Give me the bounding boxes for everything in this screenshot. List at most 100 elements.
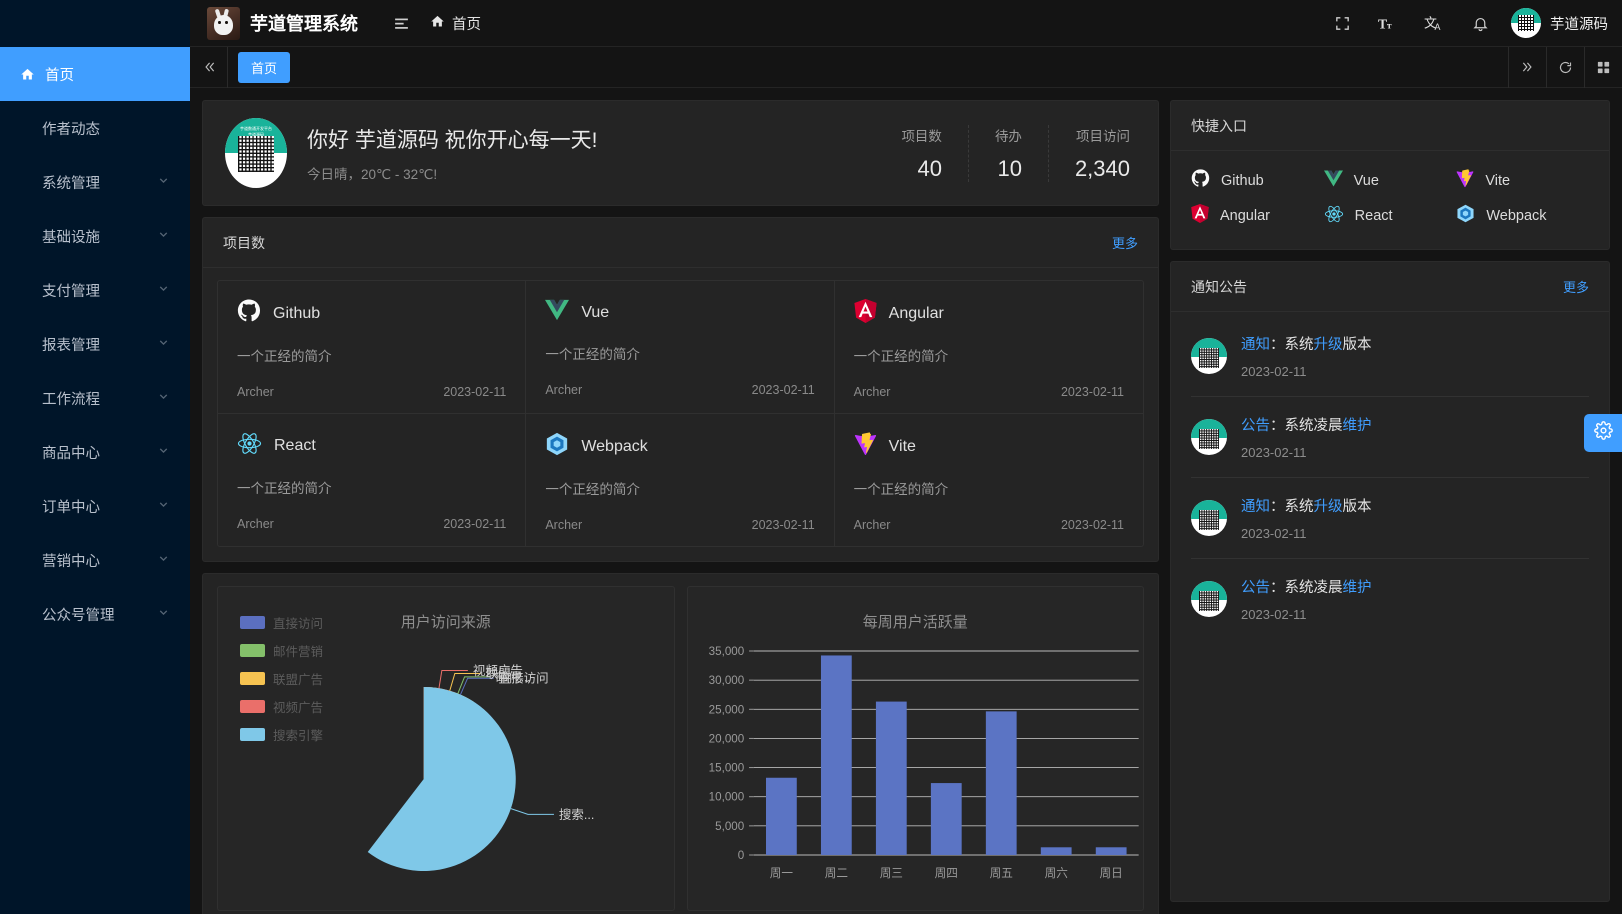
tabs-scroll-left-button[interactable] <box>190 46 228 88</box>
project-date: 2023-02-11 <box>751 518 815 532</box>
notice-item[interactable]: 通知：系统升级版本 2023-02-11 <box>1191 316 1589 397</box>
project-date: 2023-02-11 <box>1060 385 1124 399</box>
project-card[interactable]: Webpack 一个正经的简介 Archer 2023-02-11 <box>526 414 835 546</box>
sidebar-item-infra[interactable]: 基础设施 <box>0 209 190 263</box>
brand[interactable]: 芋道管理系统 <box>190 6 380 40</box>
notice-item[interactable]: 通知：系统升级版本 2023-02-11 <box>1191 478 1589 559</box>
project-date: 2023-02-11 <box>443 385 507 399</box>
project-card[interactable]: Github 一个正经的简介 Archer 2023-02-11 <box>218 281 527 414</box>
pie-leader-line <box>510 808 554 815</box>
chevron-down-icon <box>157 174 170 191</box>
shortcut-label: Webpack <box>1486 207 1547 224</box>
project-desc: 一个正经的简介 <box>853 482 949 497</box>
shortcut-github[interactable]: Github <box>1191 169 1324 192</box>
bar[interactable] <box>875 701 907 855</box>
shortcut-webpack[interactable]: Webpack <box>1456 204 1589 227</box>
projects-title: 项目数 <box>223 234 265 251</box>
sidebar-item-mp[interactable]: 公众号管理 <box>0 587 190 641</box>
chevron-down-icon <box>157 282 170 299</box>
hamburger-menu-icon[interactable] <box>380 0 422 47</box>
chevron-down-icon <box>157 498 170 515</box>
sidebar-item-pay[interactable]: 支付管理 <box>0 263 190 317</box>
legend-swatch <box>240 700 265 713</box>
sidebar-item-workflow[interactable]: 工作流程 <box>0 371 190 425</box>
sidebar-item-order[interactable]: 订单中心 <box>0 479 190 533</box>
content-left-column: 芋道数通开发平台芋道源码公众号 你好 芋道源码 祝你开心每一天! 今日晴，20℃… <box>202 100 1159 914</box>
bar[interactable] <box>765 777 797 855</box>
pie-leader-line <box>457 676 491 694</box>
bar[interactable] <box>820 655 852 855</box>
bar-chart-canvas: 0 5,000 10,000 15,000 20,000 25,000 30,000 35,0… <box>708 644 1139 880</box>
shortcut-vue[interactable]: Vue <box>1323 169 1457 192</box>
bell-icon[interactable] <box>1457 0 1503 47</box>
pie-slice-label: 邮件... <box>496 670 531 684</box>
bar[interactable] <box>1040 847 1072 855</box>
shortcut-react[interactable]: React <box>1324 204 1457 227</box>
notice-date: 2023-02-11 <box>1241 607 1307 622</box>
sidebar-item-marketing[interactable]: 营销中心 <box>0 533 190 587</box>
notice-avatar <box>1191 581 1227 617</box>
refresh-icon[interactable] <box>1546 46 1584 88</box>
webpack-icon <box>545 432 569 461</box>
stat-label: 项目数 <box>901 128 942 144</box>
chevron-down-icon <box>157 228 170 245</box>
sidebar-item-report[interactable]: 报表管理 <box>0 317 190 371</box>
pie-leader-line <box>438 670 468 689</box>
breadcrumb-label: 首页 <box>452 16 481 33</box>
bar[interactable] <box>985 711 1017 855</box>
legend-item[interactable]: 搜索引擎 <box>240 725 323 744</box>
sidebar-item-product[interactable]: 商品中心 <box>0 425 190 479</box>
gear-icon <box>1593 421 1613 445</box>
sidebar-item-label: 商品中心 <box>42 445 100 462</box>
bar[interactable] <box>930 783 962 855</box>
breadcrumb[interactable]: 首页 <box>430 13 481 34</box>
shortcut-angular[interactable]: Angular <box>1191 204 1324 227</box>
project-name: Vite <box>888 437 916 455</box>
tabs-scroll-right-button[interactable] <box>1508 46 1546 88</box>
notice-item[interactable]: 公告：系统凌晨维护 2023-02-11 <box>1191 397 1589 478</box>
stat-value: 2,340 <box>1074 155 1130 181</box>
y-axis-tick-label: 35,000 <box>708 644 744 658</box>
project-card[interactable]: Vue 一个正经的简介 Archer 2023-02-11 <box>526 281 835 414</box>
tab-home[interactable]: 首页 <box>238 51 291 83</box>
legend-item[interactable]: 直接访问 <box>240 613 323 632</box>
notice-item[interactable]: 公告：系统凌晨维护 2023-02-11 <box>1191 559 1589 639</box>
user-menu[interactable]: 芋道源码 <box>1503 8 1608 38</box>
y-axis-tick-label: 0 <box>737 848 744 862</box>
project-card[interactable]: Vite 一个正经的简介 Archer 2023-02-11 <box>835 414 1143 546</box>
y-axis-tick-label: 5,000 <box>715 819 744 833</box>
pie-leader-line <box>459 677 494 695</box>
grid-layout-icon[interactable] <box>1584 46 1622 88</box>
fullscreen-icon[interactable] <box>1319 0 1365 47</box>
webpack-icon <box>1456 204 1475 227</box>
bar[interactable] <box>1095 847 1127 855</box>
legend-label: 直接访问 <box>273 617 324 631</box>
home-icon <box>20 67 35 82</box>
notices-more-link[interactable]: 更多 <box>1562 280 1589 295</box>
project-desc: 一个正经的简介 <box>237 481 332 496</box>
greeting-avatar: 芋道数通开发平台芋道源码公众号 <box>225 118 287 188</box>
pie-slice[interactable] <box>367 687 516 871</box>
sidebar-item-system[interactable]: 系统管理 <box>0 155 190 209</box>
legend-item[interactable]: 联盟广告 <box>240 669 323 688</box>
avatar <box>1511 8 1541 38</box>
project-desc: 一个正经的简介 <box>545 347 640 362</box>
sidebar: 首页 作者动态 系统管理 基础设施 支付管理 报表管理 工作流程 商品中心 <box>0 0 190 914</box>
sidebar-item-label: 公众号管理 <box>42 607 115 624</box>
greeting-stats: 项目数 40 待办 10 项目访问 2,340 <box>875 124 1136 182</box>
sidebar-item-home[interactable]: 首页 <box>0 47 190 101</box>
notice-date: 2023-02-11 <box>1241 526 1307 541</box>
project-card[interactable]: React 一个正经的简介 Archer 2023-02-11 <box>218 414 527 546</box>
legend-item[interactable]: 视频广告 <box>240 697 323 716</box>
project-desc: 一个正经的简介 <box>545 482 640 497</box>
notices-card: 通知公告 更多 通知：系统升级版本 2023-02-11 <box>1170 261 1610 902</box>
shortcut-vite[interactable]: Vite <box>1456 169 1589 192</box>
settings-drawer-button[interactable] <box>1584 414 1622 452</box>
project-card[interactable]: Angular 一个正经的简介 Archer 2023-02-11 <box>834 281 1143 414</box>
legend-item[interactable]: 邮件营销 <box>240 641 323 660</box>
sidebar-item-author-news[interactable]: 作者动态 <box>0 101 190 155</box>
greeting-card: 芋道数通开发平台芋道源码公众号 你好 芋道源码 祝你开心每一天! 今日晴，20℃… <box>202 100 1159 206</box>
projects-more-link[interactable]: 更多 <box>1111 236 1138 251</box>
